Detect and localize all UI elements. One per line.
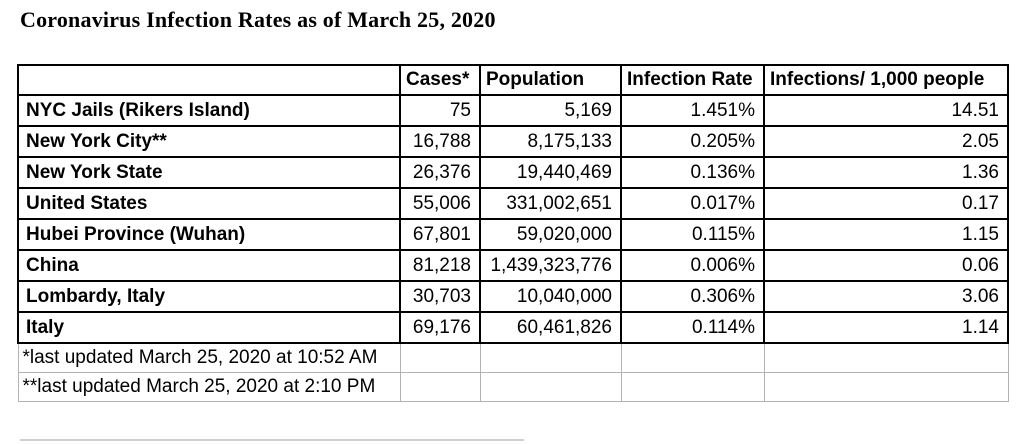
table-row-new-york-state: New York State 26,376 19,440,469 0.136% … — [17, 156, 1009, 189]
cases-cell: 81,218 — [399, 249, 481, 282]
footnote-row-cases: *last updated March 25, 2020 at 10:52 AM — [17, 342, 1009, 373]
footnote-row-nyc: **last updated March 25, 2020 at 2:10 PM — [17, 371, 1009, 402]
infection-rates-table: Cases* Population Infection Rate Infecti… — [17, 64, 1009, 402]
page-title: Coronavirus Infection Rates as of March … — [20, 7, 496, 32]
per-1000-cell: 1.15 — [763, 218, 1009, 251]
row-label: Italy — [17, 311, 401, 344]
cases-cell: 75 — [399, 94, 481, 127]
table-row-hubei-province: Hubei Province (Wuhan) 67,801 59,020,000… — [17, 218, 1009, 251]
col-header-infection-rate: Infection Rate — [620, 64, 765, 96]
cropped-gridline — [20, 439, 524, 441]
cases-cell: 26,376 — [399, 156, 481, 189]
per-1000-cell: 14.51 — [763, 94, 1009, 127]
population-cell: 59,020,000 — [479, 218, 622, 251]
infection-rate-cell: 0.205% — [620, 125, 765, 158]
cases-cell: 67,801 — [399, 218, 481, 251]
row-label: United States — [17, 187, 401, 220]
population-cell: 1,439,323,776 — [479, 249, 622, 282]
row-label: NYC Jails (Rikers Island) — [17, 94, 401, 127]
col-header-per-1000: Infections/ 1,000 people — [763, 64, 1009, 96]
empty-cell — [399, 371, 481, 402]
row-label: Hubei Province (Wuhan) — [17, 218, 401, 251]
population-cell: 10,040,000 — [479, 280, 622, 313]
table-row-united-states: United States 55,006 331,002,651 0.017% … — [17, 187, 1009, 220]
infection-rate-cell: 0.115% — [620, 218, 765, 251]
infection-rate-cell: 0.017% — [620, 187, 765, 220]
per-1000-cell: 2.05 — [763, 125, 1009, 158]
per-1000-cell: 3.06 — [763, 280, 1009, 313]
per-1000-cell: 0.17 — [763, 187, 1009, 220]
empty-cell — [620, 342, 765, 373]
header-row: Cases* Population Infection Rate Infecti… — [17, 64, 1009, 96]
footnote-text: **last updated March 25, 2020 at 2:10 PM — [17, 371, 401, 402]
empty-cell — [479, 342, 622, 373]
per-1000-cell: 1.36 — [763, 156, 1009, 189]
infection-rate-cell: 0.306% — [620, 280, 765, 313]
per-1000-cell: 1.14 — [763, 311, 1009, 344]
col-header-population: Population — [479, 64, 622, 96]
table-row-nyc-jails: NYC Jails (Rikers Island) 75 5,169 1.451… — [17, 94, 1009, 127]
row-label: New York State — [17, 156, 401, 189]
col-header-cases: Cases* — [399, 64, 481, 96]
population-cell: 19,440,469 — [479, 156, 622, 189]
empty-cell — [399, 342, 481, 373]
cases-cell: 69,176 — [399, 311, 481, 344]
empty-cell — [763, 342, 1009, 373]
infection-rate-cell: 0.136% — [620, 156, 765, 189]
population-cell: 60,461,826 — [479, 311, 622, 344]
infection-rate-cell: 1.451% — [620, 94, 765, 127]
cases-cell: 55,006 — [399, 187, 481, 220]
table-row-new-york-city: New York City** 16,788 8,175,133 0.205% … — [17, 125, 1009, 158]
population-cell: 331,002,651 — [479, 187, 622, 220]
infection-rate-cell: 0.114% — [620, 311, 765, 344]
population-cell: 5,169 — [479, 94, 622, 127]
population-cell: 8,175,133 — [479, 125, 622, 158]
table-row-italy: Italy 69,176 60,461,826 0.114% 1.14 — [17, 311, 1009, 344]
row-label: Lombardy, Italy — [17, 280, 401, 313]
col-header-blank — [17, 64, 401, 96]
empty-cell — [479, 371, 622, 402]
cases-cell: 30,703 — [399, 280, 481, 313]
row-label: New York City** — [17, 125, 401, 158]
per-1000-cell: 0.06 — [763, 249, 1009, 282]
infection-rate-cell: 0.006% — [620, 249, 765, 282]
table-row-china: China 81,218 1,439,323,776 0.006% 0.06 — [17, 249, 1009, 282]
row-label: China — [17, 249, 401, 282]
cases-cell: 16,788 — [399, 125, 481, 158]
empty-cell — [620, 371, 765, 402]
footnote-text: *last updated March 25, 2020 at 10:52 AM — [17, 342, 401, 373]
empty-cell — [763, 371, 1009, 402]
table-row-lombardy: Lombardy, Italy 30,703 10,040,000 0.306%… — [17, 280, 1009, 313]
